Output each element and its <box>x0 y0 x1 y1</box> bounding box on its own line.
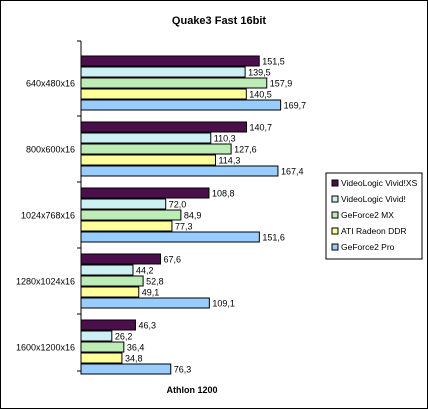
legend-box <box>325 172 423 260</box>
category-label: 640x480x16 <box>26 79 75 89</box>
legend-label: VideoLogic Vivid! <box>341 194 406 204</box>
data-label: 46,3 <box>138 321 156 331</box>
bar <box>80 209 182 221</box>
bar <box>80 121 248 133</box>
chart-title: Quake3 Fast 16bit <box>172 15 266 27</box>
bar <box>80 143 232 155</box>
bar <box>80 264 134 276</box>
category-label: 800x600x16 <box>26 145 75 155</box>
bar <box>80 132 212 144</box>
legend-swatch <box>331 195 339 203</box>
data-label: 169,7 <box>284 101 307 111</box>
legend-swatch <box>331 211 339 219</box>
legend: VideoLogic Vivid!XS VideoLogic Vivid! GeFo… <box>325 172 423 260</box>
bar <box>80 363 172 375</box>
data-label: 140,5 <box>249 90 272 100</box>
legend-label: GeForce2 Pro <box>341 242 395 252</box>
bar <box>80 275 144 287</box>
bar <box>80 187 210 199</box>
data-label: 139,5 <box>248 68 271 78</box>
data-label: 140,7 <box>250 123 273 133</box>
data-label: 167,4 <box>281 167 304 177</box>
bar <box>80 165 279 177</box>
bar <box>80 66 246 78</box>
legend-label: GeForce2 MX <box>341 210 394 220</box>
category-label: 1280x1024x16 <box>16 277 75 287</box>
data-label: 26,2 <box>115 332 133 342</box>
bar <box>80 253 162 265</box>
data-label: 151,5 <box>262 57 285 67</box>
data-label: 67,6 <box>164 255 182 265</box>
data-label: 157,9 <box>270 79 293 89</box>
data-label: 151,6 <box>262 233 285 243</box>
bar <box>80 220 173 232</box>
bar <box>80 286 140 298</box>
data-label: 77,3 <box>175 222 193 232</box>
bar <box>80 297 210 309</box>
category-label: 1600x1200x16 <box>16 343 75 353</box>
legend-swatch <box>331 243 339 251</box>
bar <box>80 231 260 243</box>
legend-swatch <box>331 179 339 187</box>
data-label: 84,9 <box>184 211 202 221</box>
data-label: 108,8 <box>212 189 235 199</box>
bar <box>80 330 113 342</box>
category-label: 1024x768x16 <box>21 211 75 221</box>
data-label: 110,3 <box>214 134 236 144</box>
data-label: 52,8 <box>146 277 164 287</box>
bar <box>80 352 123 364</box>
bar <box>80 99 282 111</box>
legend-label: ATI Radeon DDR <box>341 226 407 236</box>
bar <box>80 319 136 331</box>
legend-swatch <box>331 227 339 235</box>
data-label: 72,0 <box>169 200 187 210</box>
x-axis-label: Athlon 1200 <box>166 385 217 395</box>
bar <box>80 154 216 166</box>
data-label: 109,1 <box>212 299 235 309</box>
bar <box>80 55 260 67</box>
data-label: 34,8 <box>125 354 143 364</box>
bar <box>80 88 247 100</box>
data-label: 114,3 <box>218 156 240 166</box>
data-label: 44,2 <box>136 266 154 276</box>
data-label: 76,3 <box>174 365 192 375</box>
data-label: 127,6 <box>234 145 257 155</box>
data-label: 49,1 <box>142 288 160 298</box>
bar <box>80 77 268 89</box>
bar <box>80 198 167 210</box>
data-label: 36,4 <box>127 343 145 353</box>
bar <box>80 341 125 353</box>
legend-label: VideoLogic Vivid!XS <box>341 178 418 188</box>
